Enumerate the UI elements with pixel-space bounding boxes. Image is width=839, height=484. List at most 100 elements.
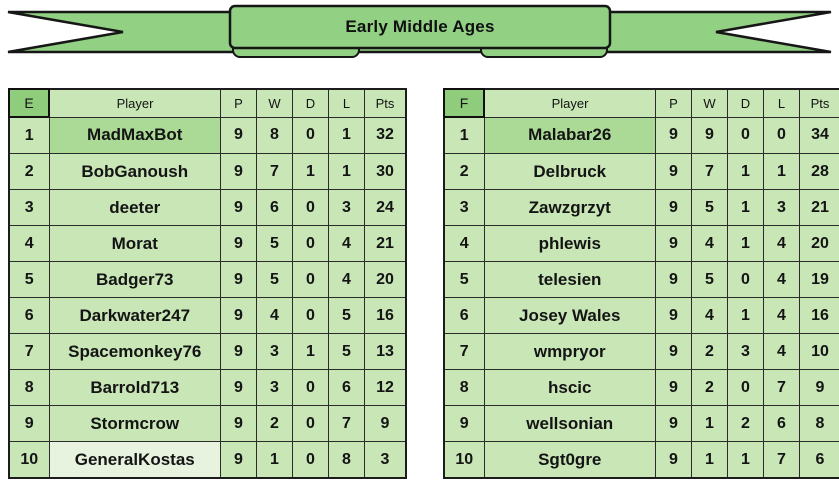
draws-cell: 1 — [727, 297, 764, 334]
played-cell: 9 — [655, 441, 692, 479]
player-name-cell: telesien — [483, 261, 656, 298]
points-cell: 21 — [799, 189, 839, 226]
table-row: 7 wmpryor 9 2 3 4 10 — [443, 333, 839, 370]
points-cell: 9 — [799, 369, 839, 406]
losses-cell: 4 — [328, 261, 365, 298]
table-row: 1 Malabar26 9 9 0 0 34 — [443, 116, 839, 154]
wins-cell: 5 — [256, 261, 293, 298]
wins-cell: 4 — [256, 297, 293, 334]
table-row: 4 Morat 9 5 0 4 21 — [8, 225, 407, 262]
table-row: 3 Zawzgrzyt 9 5 1 3 21 — [443, 189, 839, 226]
player-name-cell: MadMaxBot — [48, 116, 221, 154]
rank-cell: 3 — [8, 189, 50, 226]
played-cell: 9 — [655, 405, 692, 442]
banner-title: Early Middle Ages — [345, 17, 495, 36]
table-row: 6 Darkwater247 9 4 0 5 16 — [8, 297, 407, 334]
rank-cell: 7 — [443, 333, 485, 370]
points-cell: 20 — [364, 261, 407, 298]
played-cell: 9 — [220, 333, 257, 370]
player-name-cell: deeter — [48, 189, 221, 226]
wins-cell: 5 — [256, 225, 293, 262]
rank-cell: 10 — [8, 441, 50, 479]
rank-cell: 1 — [8, 116, 50, 154]
rank-cell: 5 — [8, 261, 50, 298]
table-row: 2 BobGanoush 9 7 1 1 30 — [8, 153, 407, 190]
table-row: 2 Delbruck 9 7 1 1 28 — [443, 153, 839, 190]
wins-cell: 6 — [256, 189, 293, 226]
rank-cell: 8 — [8, 369, 50, 406]
losses-cell: 5 — [328, 333, 365, 370]
column-header-pts: Pts — [799, 88, 839, 118]
wins-cell: 4 — [691, 225, 728, 262]
table-row: 10 Sgt0gre 9 1 1 7 6 — [443, 441, 839, 479]
table-row: 9 wellsonian 9 1 2 6 8 — [443, 405, 839, 442]
wins-cell: 1 — [691, 405, 728, 442]
played-cell: 9 — [220, 405, 257, 442]
player-name-cell: wellsonian — [483, 405, 656, 442]
group-letter-cell: F — [443, 88, 485, 118]
points-cell: 21 — [364, 225, 407, 262]
player-name-cell: hscic — [483, 369, 656, 406]
rank-cell: 7 — [8, 333, 50, 370]
draws-cell: 0 — [292, 405, 329, 442]
player-name-cell: Morat — [48, 225, 221, 262]
draws-cell: 1 — [727, 189, 764, 226]
points-cell: 24 — [364, 189, 407, 226]
rank-cell: 2 — [443, 153, 485, 190]
column-header-p: P — [655, 88, 692, 118]
column-header-w: W — [691, 88, 728, 118]
draws-cell: 0 — [292, 369, 329, 406]
draws-cell: 1 — [727, 153, 764, 190]
draws-cell: 1 — [727, 441, 764, 479]
losses-cell: 4 — [763, 297, 800, 334]
losses-cell: 4 — [763, 261, 800, 298]
draws-cell: 0 — [292, 297, 329, 334]
played-cell: 9 — [220, 297, 257, 334]
losses-cell: 4 — [763, 333, 800, 370]
wins-cell: 2 — [256, 405, 293, 442]
table-row: 8 hscic 9 2 0 7 9 — [443, 369, 839, 406]
wins-cell: 1 — [256, 441, 293, 479]
player-name-cell: Josey Wales — [483, 297, 656, 334]
wins-cell: 3 — [256, 369, 293, 406]
points-cell: 8 — [799, 405, 839, 442]
ribbon-center-plate — [228, 4, 612, 50]
player-name-cell: Stormcrow — [48, 405, 221, 442]
table-row: 1 MadMaxBot 9 8 0 1 32 — [8, 116, 407, 154]
wins-cell: 1 — [691, 441, 728, 479]
table-row: 3 deeter 9 6 0 3 24 — [8, 189, 407, 226]
played-cell: 9 — [655, 369, 692, 406]
played-cell: 9 — [655, 153, 692, 190]
player-name-cell: Badger73 — [48, 261, 221, 298]
losses-cell: 3 — [763, 189, 800, 226]
draws-cell: 0 — [292, 441, 329, 479]
points-cell: 34 — [799, 116, 839, 154]
table-body: 1 Malabar26 9 9 0 0 34 2 Delbruck 9 7 1 1 28 3 Zawzgrzy… — [443, 116, 839, 479]
points-cell: 32 — [364, 116, 407, 154]
player-name-cell: wmpryor — [483, 333, 656, 370]
column-header-p: P — [220, 88, 257, 118]
losses-cell: 1 — [328, 153, 365, 190]
points-cell: 13 — [364, 333, 407, 370]
played-cell: 9 — [220, 116, 257, 154]
rank-cell: 6 — [8, 297, 50, 334]
losses-cell: 0 — [763, 116, 800, 154]
player-name-cell: phlewis — [483, 225, 656, 262]
draws-cell: 3 — [727, 333, 764, 370]
column-header-player: Player — [483, 88, 656, 118]
column-header-pts: Pts — [364, 88, 407, 118]
draws-cell: 1 — [292, 333, 329, 370]
draws-cell: 0 — [292, 189, 329, 226]
ribbon-graphic — [7, 4, 832, 58]
played-cell: 9 — [220, 261, 257, 298]
league-table-group-e: E Player P W D L Pts 1 MadMaxBot 9 8 0 1 32 2 BobGanou… — [8, 88, 407, 479]
draws-cell: 2 — [727, 405, 764, 442]
losses-cell: 6 — [763, 405, 800, 442]
draws-cell: 0 — [292, 261, 329, 298]
losses-cell: 8 — [328, 441, 365, 479]
column-header-d: D — [292, 88, 329, 118]
draws-cell: 0 — [727, 369, 764, 406]
wins-cell: 2 — [691, 369, 728, 406]
player-name-cell: Delbruck — [483, 153, 656, 190]
wins-cell: 8 — [256, 116, 293, 154]
